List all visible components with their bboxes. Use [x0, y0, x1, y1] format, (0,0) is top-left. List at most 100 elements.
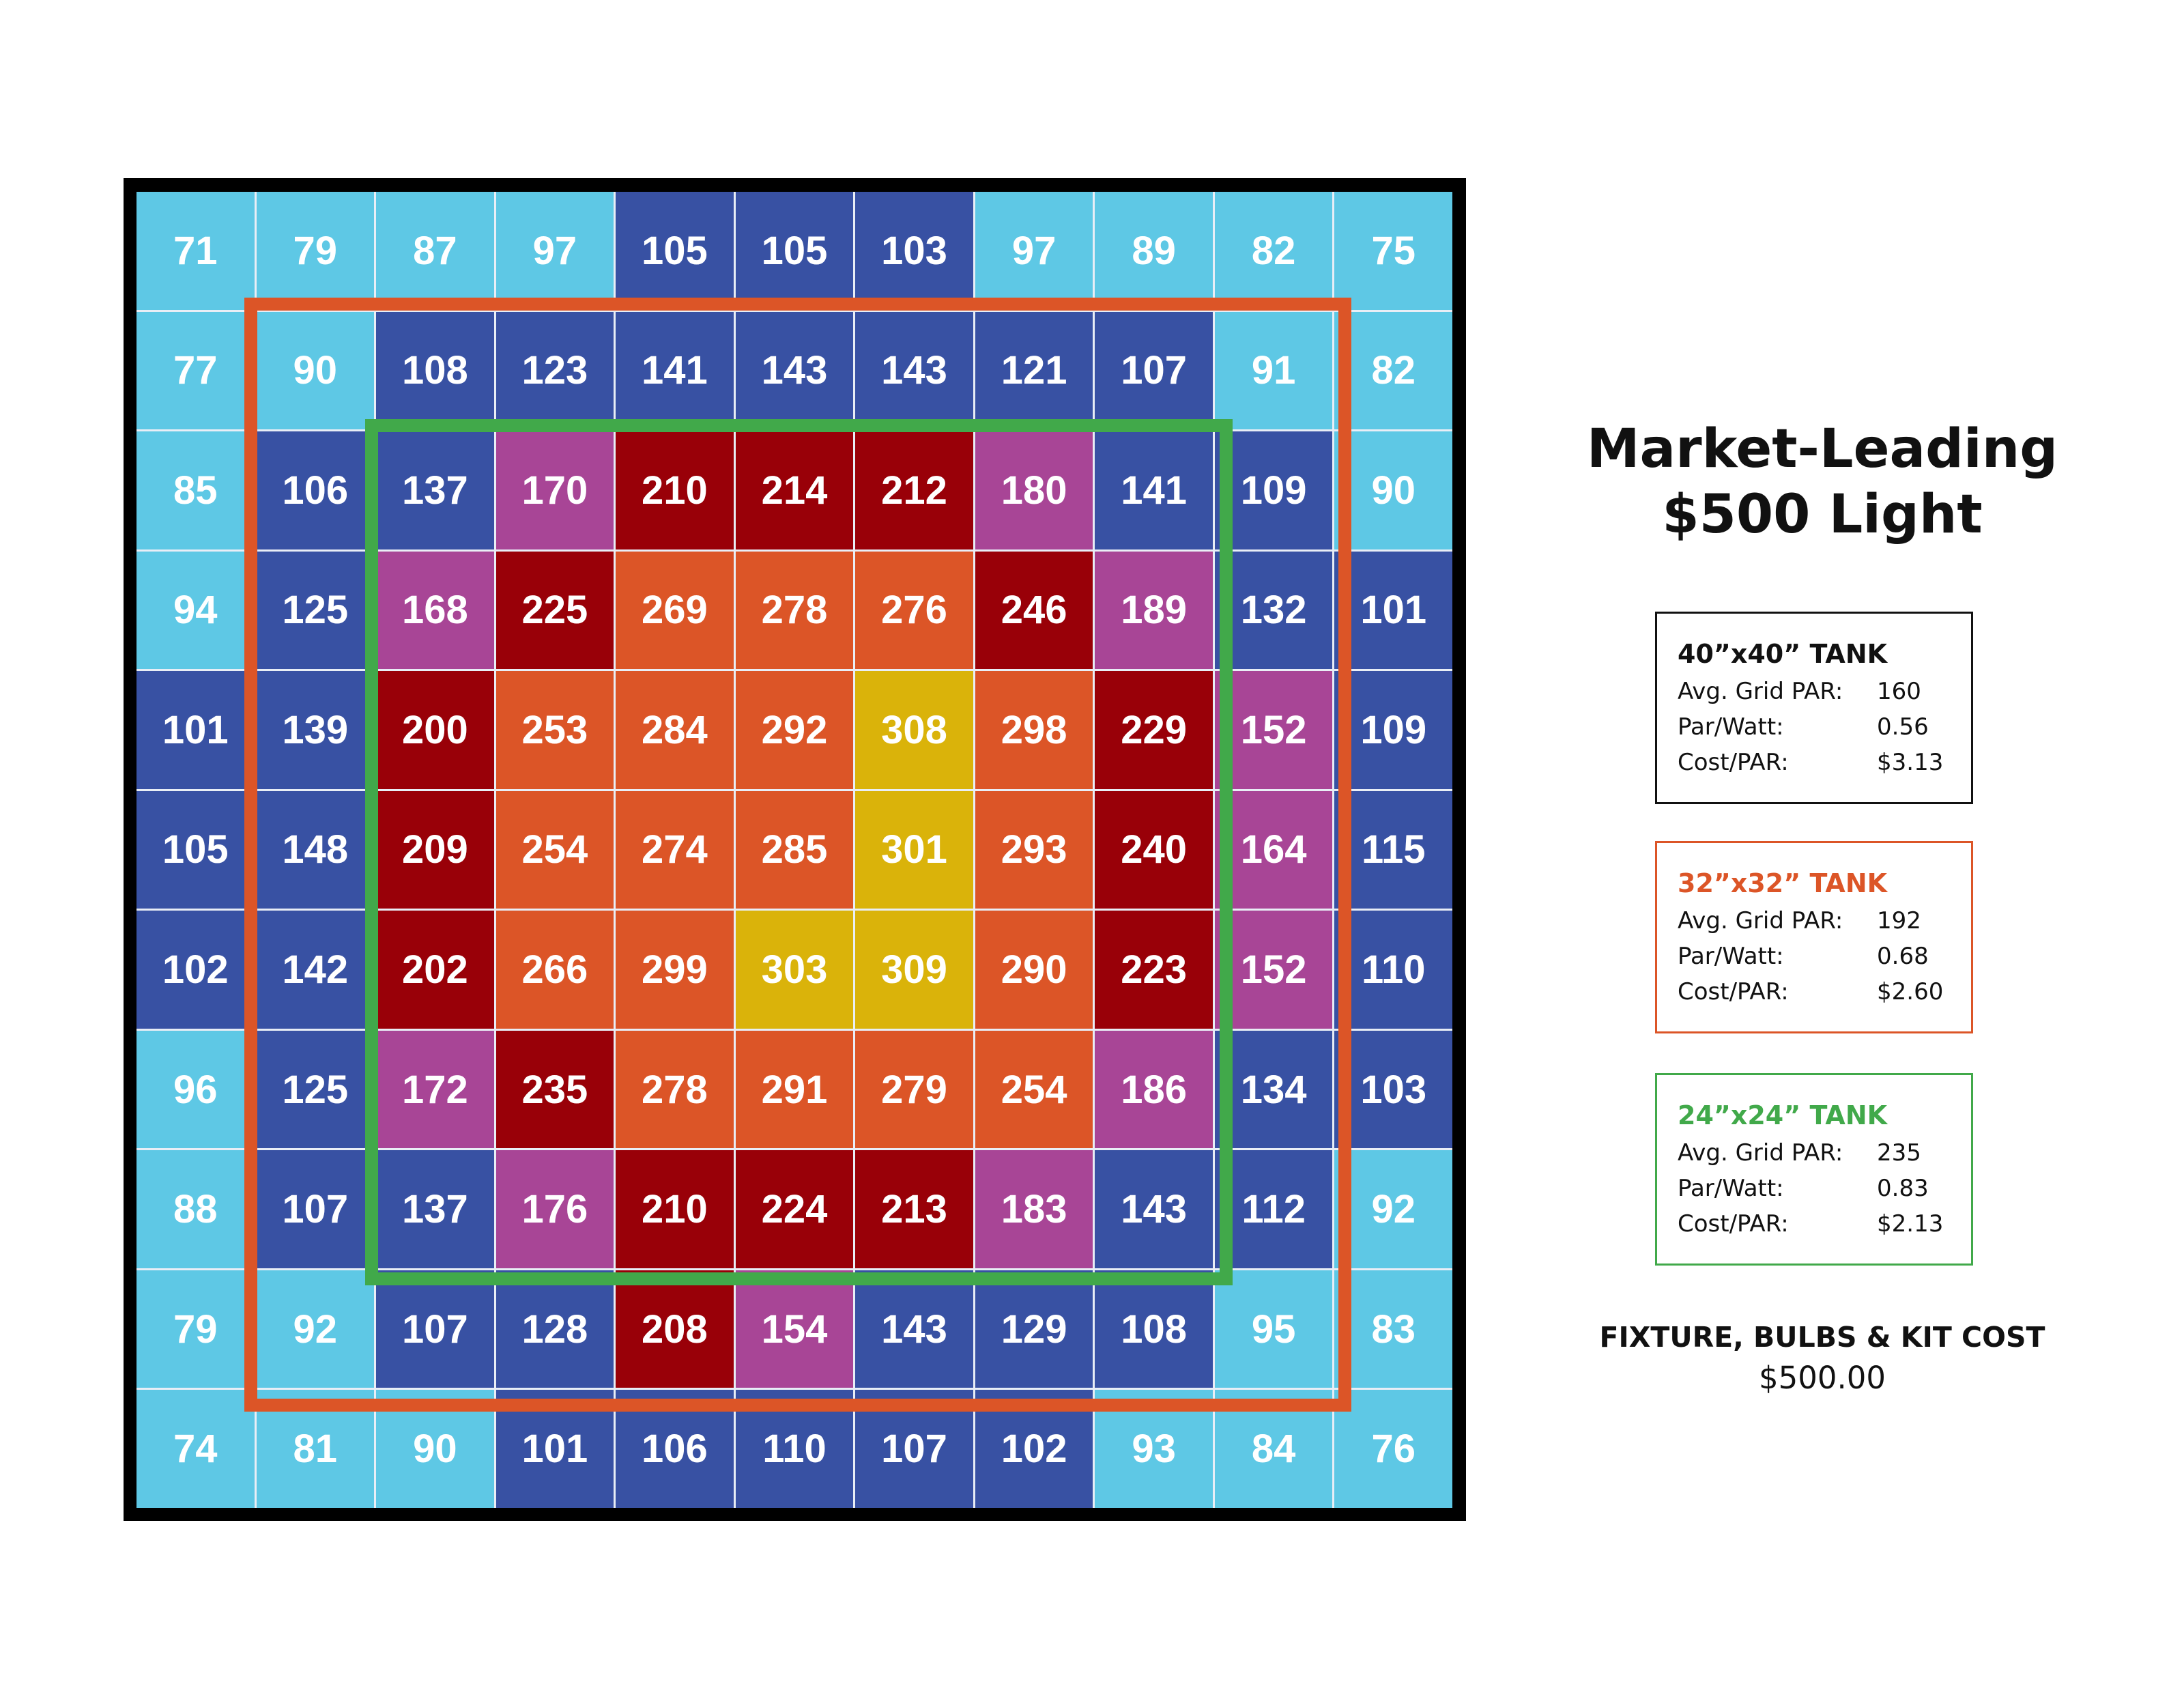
avg-grid-par-value: 160 — [1877, 678, 1921, 705]
par-cell: 101 — [136, 671, 255, 789]
par-cell: 278 — [735, 551, 854, 670]
par-cell: 246 — [975, 551, 1093, 670]
par-cell: 115 — [1334, 790, 1452, 909]
par-cell: 143 — [855, 311, 973, 430]
par-cell: 71 — [136, 192, 255, 310]
cost-per-par-value: $2.60 — [1877, 978, 1944, 1005]
par-cell: 129 — [975, 1270, 1093, 1388]
par-cell: 290 — [975, 911, 1093, 1029]
title-line-1: Market-Leading — [1586, 418, 2058, 480]
par-cell: 107 — [376, 1270, 494, 1388]
par-cell: 105 — [136, 790, 255, 909]
par-cell: 292 — [735, 671, 854, 789]
tank-card-title: 40”x40” TANK — [1678, 639, 1888, 669]
par-cell: 213 — [855, 1150, 973, 1268]
par-cell: 224 — [735, 1150, 854, 1268]
par-cell: 97 — [495, 192, 614, 310]
par-cell: 202 — [376, 911, 494, 1029]
par-cell: 253 — [495, 671, 614, 789]
avg-grid-par-row: Avg. Grid PAR: 235 — [1678, 1135, 1971, 1171]
par-cell: 278 — [616, 1030, 734, 1149]
par-cell: 176 — [495, 1150, 614, 1268]
par-cell: 208 — [616, 1270, 734, 1388]
avg-grid-par-value: 192 — [1877, 907, 1921, 934]
par-cell: 77 — [136, 311, 255, 430]
avg-grid-par-label: Avg. Grid PAR: — [1678, 678, 1843, 705]
par-cell: 209 — [376, 790, 494, 909]
par-cell: 76 — [1334, 1390, 1452, 1508]
par-cell: 299 — [616, 911, 734, 1029]
par-cell: 128 — [495, 1270, 614, 1388]
par-cell: 298 — [975, 671, 1093, 789]
par-cell: 102 — [975, 1390, 1093, 1508]
par-cell: 152 — [1214, 911, 1333, 1029]
par-cell: 301 — [855, 790, 973, 909]
par-cell: 186 — [1095, 1030, 1213, 1149]
par-cell: 214 — [735, 431, 854, 549]
par-cell: 107 — [855, 1390, 973, 1508]
par-per-watt-row: Par/Watt: 0.68 — [1678, 939, 1971, 974]
par-cell: 109 — [1214, 431, 1333, 549]
tank-card-32x32: 32”x32” TANK Avg. Grid PAR: 192 Par/Watt… — [1655, 841, 1973, 1033]
par-cell: 81 — [256, 1390, 375, 1508]
cost-per-par-label: Cost/PAR: — [1678, 978, 1789, 1005]
avg-grid-par-value: 235 — [1877, 1139, 1921, 1167]
cost-per-par-value: $3.13 — [1877, 749, 1944, 776]
par-cell: 183 — [975, 1150, 1093, 1268]
par-cell: 107 — [256, 1150, 375, 1268]
par-cell: 291 — [735, 1030, 854, 1149]
par-cell: 274 — [616, 790, 734, 909]
par-cell: 141 — [1095, 431, 1213, 549]
par-per-watt-label: Par/Watt: — [1678, 943, 1784, 970]
par-cell: 229 — [1095, 671, 1213, 789]
par-cell: 125 — [256, 551, 375, 670]
par-cell: 293 — [975, 790, 1093, 909]
par-cell: 96 — [136, 1030, 255, 1149]
avg-grid-par-row: Avg. Grid PAR: 160 — [1678, 674, 1971, 709]
par-cell: 266 — [495, 911, 614, 1029]
par-cell: 152 — [1214, 671, 1333, 789]
par-per-watt-row: Par/Watt: 0.83 — [1678, 1171, 1971, 1206]
par-cell: 108 — [1095, 1270, 1213, 1388]
cost-per-par-row: Cost/PAR: $2.60 — [1678, 974, 1971, 1010]
tank-card-title: 24”x24” TANK — [1678, 1100, 1888, 1130]
par-cell: 200 — [376, 671, 494, 789]
par-cell: 90 — [376, 1390, 494, 1508]
fixture-cost-label: FIXTURE, BULBS & KIT COST — [1599, 1321, 2045, 1354]
par-cell: 172 — [376, 1030, 494, 1149]
par-cell: 79 — [256, 192, 375, 310]
cost-per-par-label: Cost/PAR: — [1678, 749, 1789, 776]
par-cell: 225 — [495, 551, 614, 670]
par-cell: 170 — [495, 431, 614, 549]
par-cell: 108 — [376, 311, 494, 430]
par-cell: 85 — [136, 431, 255, 549]
par-cell: 121 — [975, 311, 1093, 430]
tank-card-24x24: 24”x24” TANK Avg. Grid PAR: 235 Par/Watt… — [1655, 1073, 1973, 1266]
par-cell: 154 — [735, 1270, 854, 1388]
par-per-watt-value: 0.83 — [1877, 1175, 1929, 1202]
par-cell: 101 — [495, 1390, 614, 1508]
par-heatmap-grid: 71 79 87 97 105 105 103 97 89 82 75 77 90 108 123 141 14… — [136, 192, 1452, 1508]
par-per-watt-label: Par/Watt: — [1678, 1175, 1784, 1202]
par-cell: 309 — [855, 911, 973, 1029]
avg-grid-par-row: Avg. Grid PAR: 192 — [1678, 903, 1971, 939]
par-cell: 87 — [376, 192, 494, 310]
par-cell: 94 — [136, 551, 255, 670]
par-cell: 134 — [1214, 1030, 1333, 1149]
cost-per-par-value: $2.13 — [1877, 1210, 1944, 1238]
par-cell: 75 — [1334, 192, 1452, 310]
title-line-2: $500 Light — [1662, 484, 1983, 545]
fixture-cost-value: $500.00 — [1758, 1360, 1886, 1396]
par-cell: 123 — [495, 311, 614, 430]
par-cell: 168 — [376, 551, 494, 670]
par-cell: 92 — [256, 1270, 375, 1388]
par-cell: 107 — [1095, 311, 1213, 430]
par-cell: 240 — [1095, 790, 1213, 909]
par-cell: 91 — [1214, 311, 1333, 430]
par-cell: 269 — [616, 551, 734, 670]
par-cell: 90 — [256, 311, 375, 430]
par-cell: 308 — [855, 671, 973, 789]
par-cell: 79 — [136, 1270, 255, 1388]
par-cell: 137 — [376, 1150, 494, 1268]
avg-grid-par-label: Avg. Grid PAR: — [1678, 907, 1843, 934]
